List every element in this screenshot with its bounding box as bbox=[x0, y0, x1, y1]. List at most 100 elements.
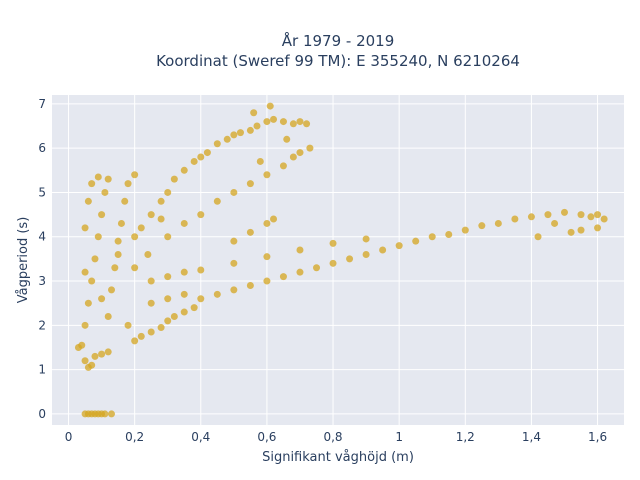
data-point bbox=[88, 277, 96, 285]
data-point bbox=[428, 233, 436, 241]
data-point bbox=[270, 215, 278, 223]
data-point bbox=[203, 149, 211, 157]
data-point bbox=[78, 341, 86, 349]
x-tick-label: 0 bbox=[65, 430, 73, 444]
x-tick-label: 0,2 bbox=[125, 430, 144, 444]
y-tick-label: 1 bbox=[38, 363, 46, 377]
data-point bbox=[131, 337, 139, 345]
x-tick-label: 1,2 bbox=[456, 430, 475, 444]
data-point bbox=[81, 357, 89, 365]
data-point bbox=[164, 233, 172, 241]
data-point bbox=[279, 273, 287, 281]
data-point bbox=[412, 237, 420, 245]
data-point bbox=[551, 219, 559, 227]
data-point bbox=[263, 277, 271, 285]
data-point bbox=[379, 246, 387, 254]
data-point bbox=[296, 246, 304, 254]
data-point bbox=[190, 304, 198, 312]
data-point bbox=[101, 410, 109, 418]
data-point bbox=[263, 118, 271, 126]
data-point bbox=[147, 299, 155, 307]
data-point bbox=[111, 264, 119, 272]
data-point bbox=[84, 197, 92, 205]
data-point bbox=[88, 180, 96, 188]
data-point bbox=[137, 332, 145, 340]
data-point bbox=[263, 219, 271, 227]
data-point bbox=[587, 213, 595, 221]
data-point bbox=[296, 118, 304, 126]
data-point bbox=[121, 197, 129, 205]
data-point bbox=[131, 171, 139, 179]
data-point bbox=[494, 219, 502, 227]
data-point bbox=[213, 197, 221, 205]
y-tick-labels: 0 1 2 3 4 5 6 7 bbox=[38, 97, 46, 421]
y-axis-title: Vågperiod (s) bbox=[16, 217, 31, 304]
data-point bbox=[98, 350, 106, 358]
x-tick-labels: 0 0,2 0,4 0,6 0,8 1 1,2 1,4 1,6 bbox=[65, 430, 607, 444]
data-point bbox=[197, 211, 205, 219]
data-point bbox=[329, 239, 337, 247]
data-point bbox=[180, 166, 188, 174]
chart-subtitle: Koordinat (Sweref 99 TM): E 355240, N 62… bbox=[156, 52, 520, 70]
x-axis-title: Signifikant våghöjd (m) bbox=[262, 450, 414, 465]
data-point bbox=[246, 228, 254, 236]
data-point bbox=[81, 268, 89, 276]
data-point bbox=[246, 126, 254, 134]
data-point bbox=[263, 253, 271, 261]
data-point bbox=[478, 222, 486, 230]
data-point bbox=[197, 153, 205, 161]
data-point bbox=[362, 250, 370, 258]
x-tick-label: 1,4 bbox=[522, 430, 541, 444]
data-point bbox=[313, 264, 321, 272]
data-point bbox=[104, 175, 112, 183]
data-point bbox=[190, 157, 198, 165]
data-point bbox=[560, 208, 568, 216]
data-point bbox=[246, 281, 254, 289]
data-point bbox=[104, 312, 112, 320]
x-tick-label: 0,8 bbox=[323, 430, 342, 444]
data-point bbox=[81, 321, 89, 329]
data-point bbox=[144, 250, 152, 258]
data-point bbox=[236, 129, 244, 137]
y-tick-label: 7 bbox=[38, 97, 46, 111]
data-point bbox=[180, 308, 188, 316]
data-point bbox=[108, 286, 116, 294]
data-point bbox=[88, 361, 96, 369]
data-point bbox=[346, 255, 354, 263]
data-point bbox=[213, 140, 221, 148]
data-point bbox=[303, 120, 311, 128]
chart-title: År 1979 - 2019 bbox=[282, 31, 395, 50]
data-point bbox=[108, 410, 116, 418]
data-point bbox=[594, 224, 602, 232]
data-point bbox=[180, 268, 188, 276]
data-point bbox=[147, 277, 155, 285]
data-point bbox=[104, 348, 112, 356]
plot-area bbox=[52, 95, 624, 425]
y-tick-label: 6 bbox=[38, 141, 46, 155]
data-point bbox=[94, 173, 102, 181]
data-point bbox=[91, 255, 99, 263]
data-point bbox=[84, 299, 92, 307]
data-point bbox=[577, 226, 585, 234]
data-point bbox=[461, 226, 469, 234]
data-point bbox=[230, 286, 238, 294]
y-tick-label: 2 bbox=[38, 318, 46, 332]
data-point bbox=[253, 122, 261, 130]
x-tick-label: 1,6 bbox=[588, 430, 607, 444]
data-point bbox=[180, 219, 188, 227]
data-point bbox=[283, 135, 291, 143]
data-point bbox=[180, 290, 188, 298]
data-point bbox=[213, 290, 221, 298]
data-point bbox=[91, 352, 99, 360]
data-point bbox=[534, 233, 542, 241]
data-point bbox=[266, 102, 274, 110]
data-point bbox=[279, 118, 287, 126]
data-point bbox=[164, 295, 172, 303]
data-point bbox=[117, 219, 125, 227]
data-point bbox=[197, 295, 205, 303]
data-point bbox=[395, 242, 403, 250]
data-point bbox=[98, 211, 106, 219]
data-point bbox=[124, 180, 132, 188]
data-point bbox=[527, 213, 535, 221]
